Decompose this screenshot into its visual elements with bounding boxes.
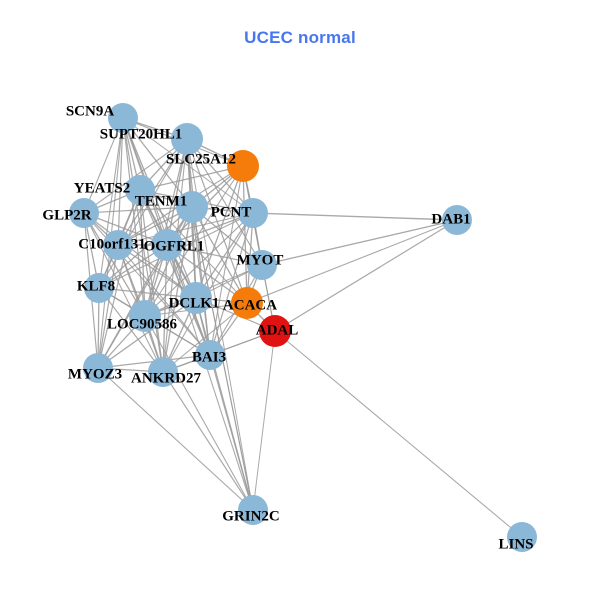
graph-node-lins[interactable] <box>507 522 537 552</box>
graph-edge <box>191 206 248 304</box>
graph-edge <box>97 189 141 369</box>
graph-edge <box>97 367 254 511</box>
graph-edge <box>98 287 164 373</box>
graph-edge <box>162 206 193 373</box>
graph-edge <box>274 330 523 538</box>
graph-edge <box>117 117 124 246</box>
graph-node-tenm1[interactable] <box>176 191 208 223</box>
graph-edge <box>144 206 193 317</box>
graph-edge <box>139 189 211 356</box>
graph-edge <box>166 244 263 266</box>
graph-edge <box>83 212 197 299</box>
graph-edge <box>252 212 458 221</box>
graph-node-ogfrl1[interactable] <box>151 229 183 261</box>
graph-node-acaca[interactable] <box>231 287 263 319</box>
graph-edge <box>117 212 254 246</box>
graph-node-supt20hl1[interactable] <box>171 123 203 155</box>
graph-edge <box>166 244 254 511</box>
graph-node-yeats2[interactable] <box>125 175 155 205</box>
graph-edge <box>252 330 276 511</box>
graph-edge <box>162 302 248 373</box>
graph-edge <box>98 117 124 289</box>
graph-edge <box>261 219 458 266</box>
graph-node-pcnt[interactable] <box>238 198 268 228</box>
graph-edge <box>166 138 188 246</box>
graph-edge <box>122 117 193 208</box>
graph-edge <box>242 165 248 304</box>
graph-node-scn9a[interactable] <box>108 103 138 133</box>
graph-node-dab1[interactable] <box>442 205 472 235</box>
graph-edge <box>274 219 458 332</box>
graph-edge <box>144 315 254 511</box>
graph-edge <box>166 244 248 304</box>
nodes-layer <box>69 103 537 552</box>
graph-edge <box>83 206 193 214</box>
graph-node-adal[interactable] <box>259 315 291 347</box>
graph-node-ankrd27[interactable] <box>148 357 178 387</box>
graph-edge <box>186 138 254 214</box>
graph-node-slc25a12[interactable] <box>227 150 259 182</box>
graph-edge <box>162 371 254 511</box>
graph-node-grin2c[interactable] <box>238 495 268 525</box>
graph-edge <box>139 165 244 191</box>
graph-edge <box>195 165 244 299</box>
graph-node-c10orf131[interactable] <box>103 230 133 260</box>
graph-node-loc90586[interactable] <box>129 300 161 332</box>
graph-edge <box>83 212 211 356</box>
graph-edge <box>117 244 211 356</box>
graph-edge <box>98 287 197 299</box>
page-title: UCEC normal <box>244 28 356 47</box>
graph-edge <box>83 212 164 373</box>
graph-edge <box>186 138 263 266</box>
graph-edge <box>195 212 254 299</box>
graph-edge <box>122 117 197 299</box>
graph-node-dclk1[interactable] <box>180 282 212 314</box>
graph-edge <box>97 297 197 369</box>
graph-edge <box>191 206 211 356</box>
graph-node-myot[interactable] <box>247 250 277 280</box>
graph-node-myoz3[interactable] <box>83 353 113 383</box>
graph-edge <box>97 244 119 369</box>
graph-node-bai3[interactable] <box>195 340 225 370</box>
graph-edge <box>209 354 254 511</box>
graph-node-glp2r[interactable] <box>69 198 99 228</box>
graph-edge <box>83 117 124 214</box>
graph-node-klf8[interactable] <box>84 273 114 303</box>
graph-edge <box>139 189 146 317</box>
graph-edge <box>246 219 458 304</box>
